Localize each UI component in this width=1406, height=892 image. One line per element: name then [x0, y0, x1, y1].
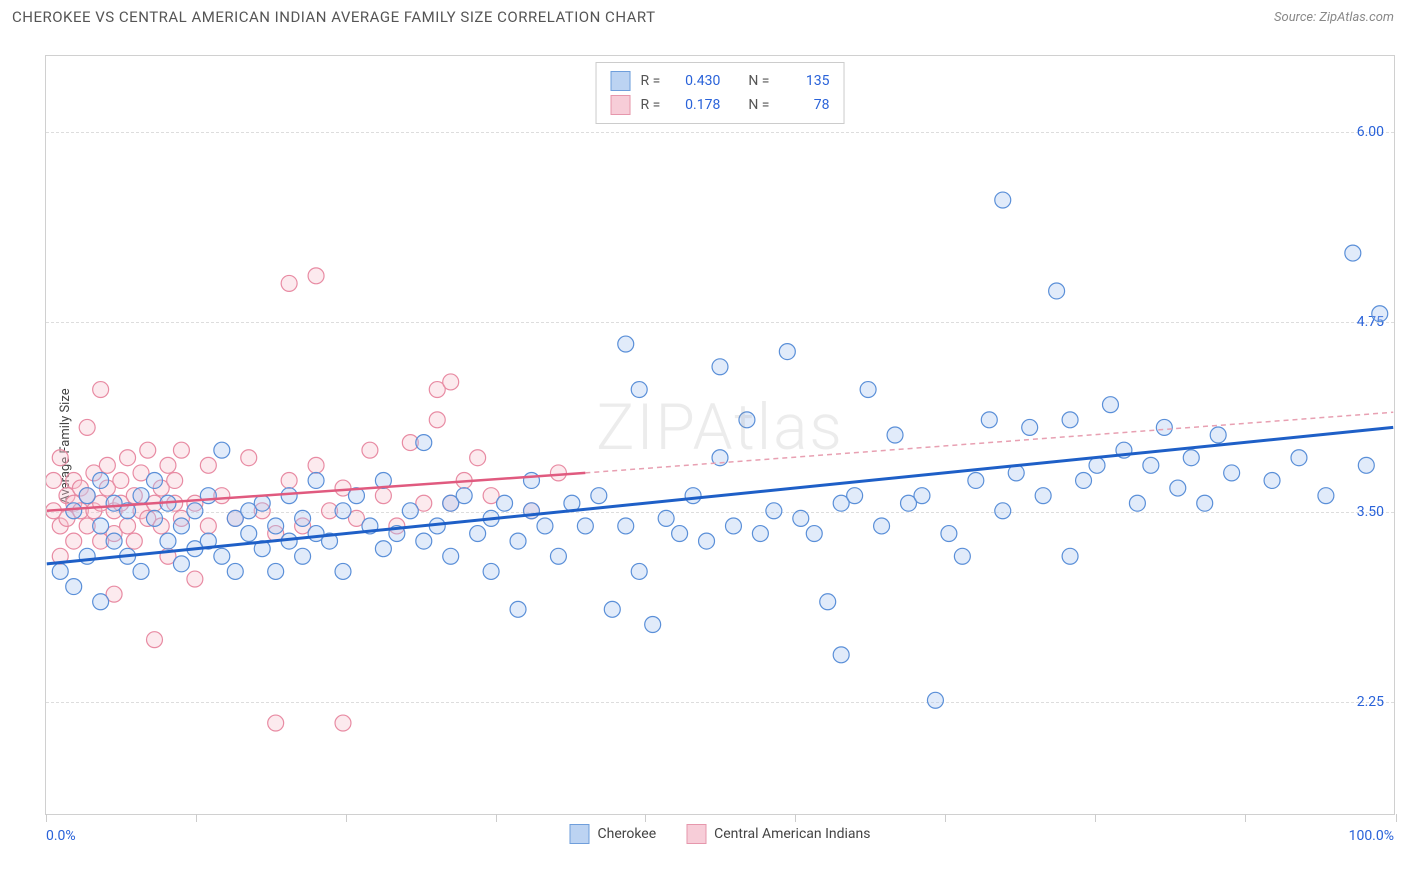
swatch-cherokee	[611, 71, 631, 91]
r-value-central: 0.178	[670, 97, 720, 113]
source-credit: Source: ZipAtlas.com	[1274, 10, 1394, 25]
r-label: R =	[641, 97, 661, 113]
n-value-cherokee: 135	[779, 73, 829, 89]
chart-title: CHEROKEE VS CENTRAL AMERICAN INDIAN AVER…	[12, 8, 656, 26]
n-label: N =	[748, 97, 769, 113]
x-axis-max-label: 100.0%	[1349, 828, 1394, 844]
legend-label-cherokee: Cherokee	[597, 826, 656, 842]
r-label: R =	[641, 73, 661, 89]
swatch-central	[611, 95, 631, 115]
legend-stats-box: R = 0.430 N = 135 R = 0.178 N = 78	[596, 62, 845, 124]
legend-label-central: Central American Indians	[714, 826, 870, 842]
legend-row-cherokee: R = 0.430 N = 135	[611, 69, 830, 93]
n-value-central: 78	[779, 97, 829, 113]
swatch-cherokee-icon	[569, 824, 589, 844]
n-label: N =	[748, 73, 769, 89]
swatch-central-icon	[686, 824, 706, 844]
x-axis-min-label: 0.0%	[46, 828, 76, 844]
legend-bottom: Cherokee Central American Indians	[569, 824, 870, 844]
legend-item-cherokee: Cherokee	[569, 824, 656, 844]
chart-area: ZIPAtlas R = 0.430 N = 135 R = 0.178 N =…	[45, 55, 1395, 815]
legend-row-central: R = 0.178 N = 78	[611, 93, 830, 117]
r-value-cherokee: 0.430	[670, 73, 720, 89]
legend-item-central: Central American Indians	[686, 824, 870, 844]
scatter-plot-svg	[46, 56, 1394, 814]
